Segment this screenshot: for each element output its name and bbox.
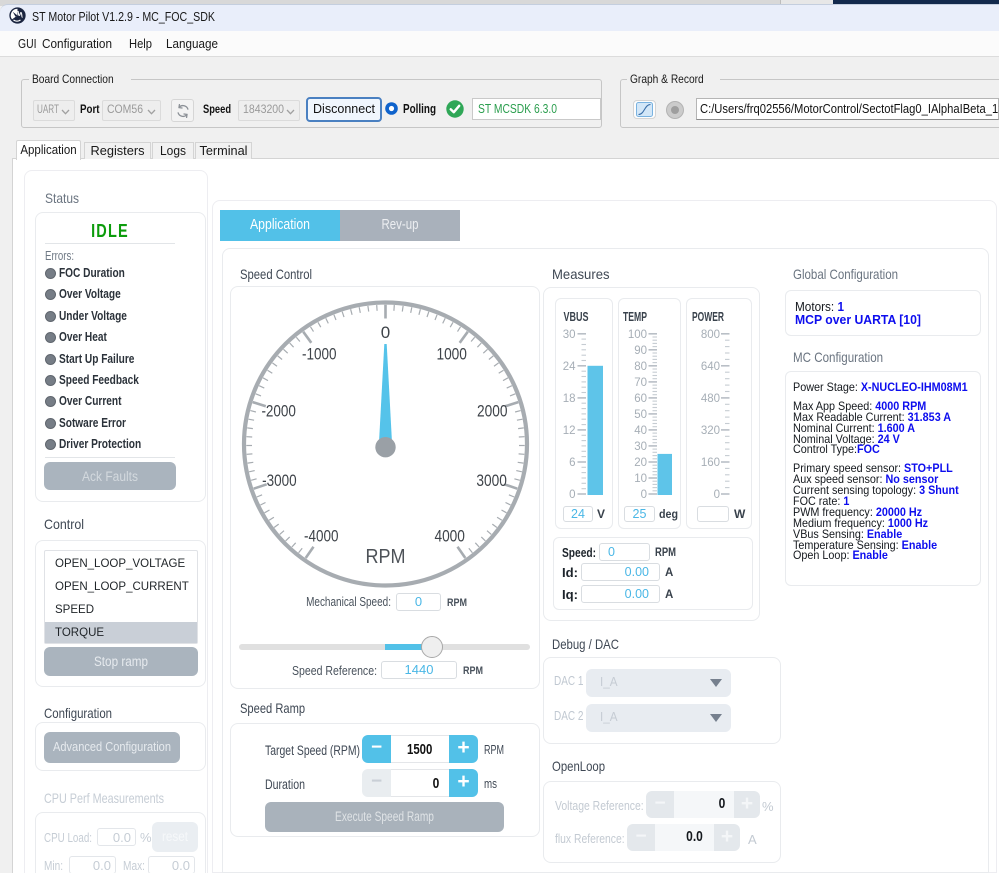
svg-text:24: 24 (563, 361, 576, 373)
svg-text:6: 6 (569, 457, 575, 469)
svg-text:640: 640 (701, 361, 720, 373)
svg-text:VBUS: VBUS (564, 309, 589, 324)
svg-text:RPM: RPM (366, 545, 406, 568)
svg-text:0: 0 (381, 323, 390, 342)
svg-text:20: 20 (634, 457, 647, 469)
svg-text:30: 30 (634, 441, 647, 453)
svg-text:160: 160 (701, 457, 720, 469)
svg-text:0: 0 (714, 489, 720, 501)
svg-text:-2000: -2000 (261, 401, 296, 420)
svg-text:70: 70 (634, 377, 647, 389)
svg-text:800: 800 (701, 329, 720, 341)
svg-text:90: 90 (634, 345, 647, 357)
svg-text:80: 80 (634, 361, 647, 373)
svg-text:50: 50 (634, 409, 647, 421)
svg-text:100: 100 (628, 329, 647, 341)
svg-text:30: 30 (563, 329, 576, 341)
svg-text:480: 480 (701, 393, 720, 405)
svg-text:1000: 1000 (436, 345, 467, 364)
svg-text:-3000: -3000 (262, 471, 297, 490)
svg-text:10: 10 (634, 473, 647, 485)
svg-text:TEMP: TEMP (623, 309, 647, 324)
svg-text:-4000: -4000 (304, 527, 339, 546)
svg-text:4000: 4000 (434, 527, 465, 546)
svg-text:40: 40 (634, 425, 647, 437)
svg-text:0: 0 (569, 489, 575, 501)
svg-text:2000: 2000 (477, 401, 508, 420)
svg-text:320: 320 (701, 425, 720, 437)
svg-text:60: 60 (634, 393, 647, 405)
svg-text:-1000: -1000 (302, 345, 337, 364)
svg-text:18: 18 (563, 393, 576, 405)
svg-text:12: 12 (563, 425, 576, 437)
svg-text:0: 0 (641, 489, 647, 501)
svg-text:3000: 3000 (476, 471, 507, 490)
svg-text:POWER: POWER (692, 309, 724, 324)
